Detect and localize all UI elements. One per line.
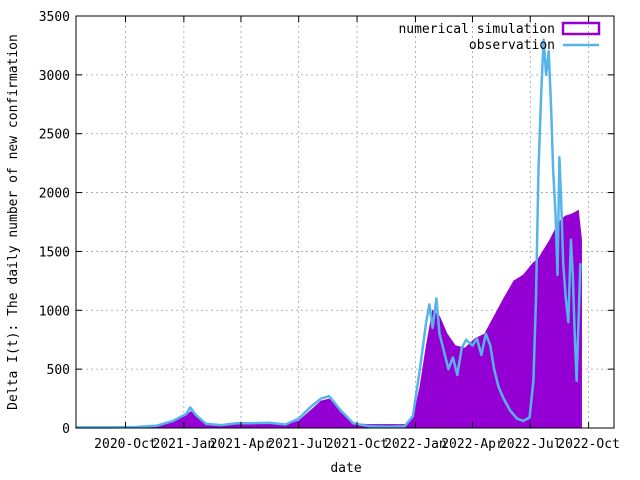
plot-frame [75, 15, 615, 429]
y-tick-label: 0 [62, 422, 70, 437]
legend-label-observation: observation [469, 38, 555, 53]
y-tick-label: 1000 [39, 304, 70, 319]
legend: numerical simulation observation [398, 21, 601, 53]
axis-ticks: 05001000150020002500300035002020-Oct2021… [39, 10, 620, 452]
x-tick-label: 2022-Jan [384, 437, 447, 452]
x-tick-label: 2020-Oct [94, 437, 157, 452]
x-tick-label: 2022-Oct [557, 437, 620, 452]
simulation-bar [538, 238, 551, 429]
x-tick-label: 2021-Jan [153, 437, 216, 452]
x-tick-label: 2021-Jul [267, 437, 330, 452]
y-tick-label: 3500 [39, 10, 70, 25]
simulation-bar [513, 274, 524, 429]
observation-line [76, 38, 582, 429]
legend-label-simulation: numerical simulation [398, 22, 555, 37]
y-tick-label: 3000 [39, 69, 70, 84]
simulation-bar [464, 337, 476, 429]
x-tick-label: 2021-Oct [326, 437, 389, 452]
grid [76, 16, 614, 428]
y-tick-label: 1500 [39, 245, 70, 260]
simulation-bar [446, 332, 456, 429]
y-tick-label: 500 [47, 363, 70, 378]
y-tick-label: 2500 [39, 128, 70, 143]
simulation-bar [493, 298, 504, 429]
x-tick-label: 2021-Apr [210, 437, 273, 452]
legend-swatch-simulation [561, 21, 601, 36]
x-tick-label: 2022-Jul [499, 437, 562, 452]
y-axis-label: Delta I(t): The daily number of new conf… [6, 34, 21, 410]
x-axis-label: date [330, 461, 361, 476]
simulation-bar [320, 398, 331, 429]
x-tick-label: 2022-Apr [441, 437, 504, 452]
y-tick-label: 2000 [39, 187, 70, 202]
